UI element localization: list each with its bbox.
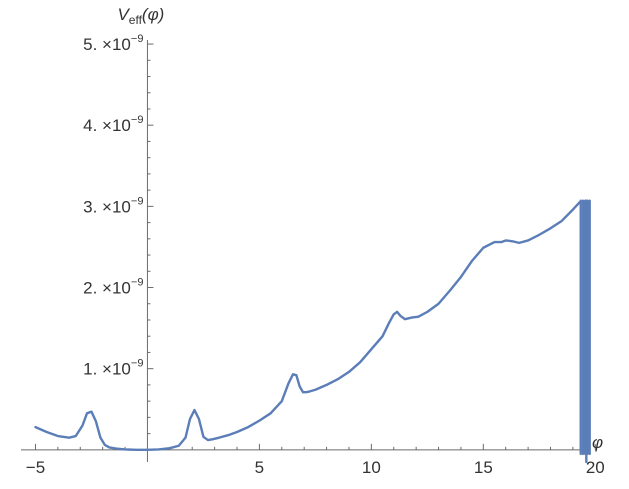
y-axis-label-main: V xyxy=(117,5,130,24)
y-tick-label: 5. ×10−9 xyxy=(83,33,143,54)
y-tick-exponent: −9 xyxy=(131,358,144,370)
y-tick-mantissa: 3. ×10 xyxy=(83,197,131,216)
y-tick-mantissa: 2. ×10 xyxy=(83,279,131,298)
y-tick-exponent: −9 xyxy=(131,277,144,289)
x-tick-label: 5 xyxy=(255,458,264,477)
axes xyxy=(21,40,580,462)
y-tick-exponent: −9 xyxy=(131,114,144,126)
y-tick-label: 2. ×10−9 xyxy=(83,277,143,298)
y-tick-label: 1. ×10−9 xyxy=(83,358,143,379)
y-axis-label-sub: eff xyxy=(129,13,143,27)
series-line xyxy=(34,201,581,452)
y-tick-mantissa: 4. ×10 xyxy=(83,116,131,135)
ticks: −5 5 10 15 201. ×10−92. ×10−93. ×10−94. ×10−… xyxy=(26,33,605,477)
y-tick-exponent: −9 xyxy=(131,195,144,207)
y-tick-label: 3. ×10−9 xyxy=(83,195,143,216)
x-tick-label: 20 xyxy=(586,458,605,477)
x-tick-label: 15 xyxy=(474,458,493,477)
y-axis-label-rest: (φ) xyxy=(142,5,164,24)
x-tick-label: 10 xyxy=(362,458,381,477)
y-tick-mantissa: 1. ×10 xyxy=(83,360,131,379)
y-tick-mantissa: 5. ×10 xyxy=(83,35,131,54)
y-axis-label: Veff(φ) xyxy=(117,5,164,27)
axis-labels: Veff(φ) φ xyxy=(117,5,603,452)
x-tick-label: −5 xyxy=(26,458,45,477)
x-axis-label: φ xyxy=(592,433,603,452)
y-tick-label: 4. ×10−9 xyxy=(83,114,143,135)
plot-area xyxy=(34,199,591,464)
y-tick-exponent: −9 xyxy=(131,33,144,45)
